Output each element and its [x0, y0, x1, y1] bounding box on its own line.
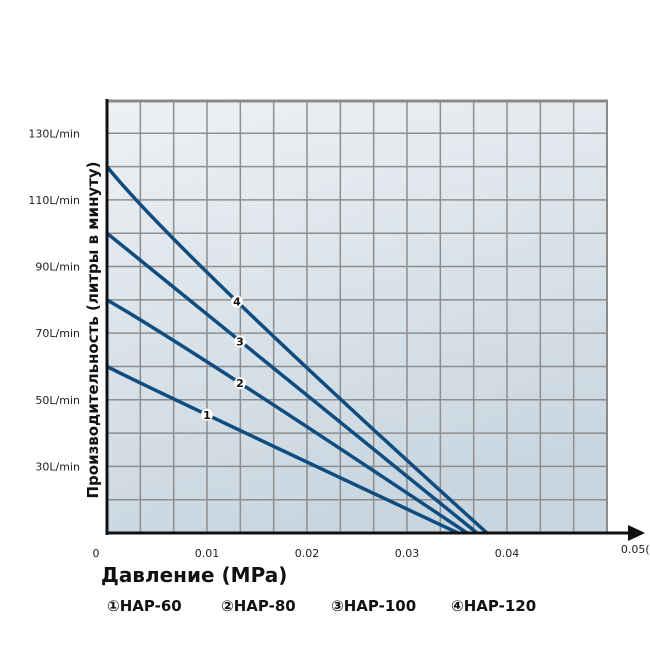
legend-item-hap-120: ④HAP-120	[451, 597, 537, 615]
y-tick-label: 90L/min	[35, 261, 80, 274]
legend-item-hap-100: ③HAP-100	[331, 597, 417, 615]
series-marker-badge	[234, 377, 246, 390]
x-tick-label: 0.03	[395, 547, 420, 560]
y-axis-title: Производительность (литры в минуту)	[84, 161, 102, 498]
x-tick-label: 0	[93, 547, 100, 560]
series-marker-label: 3	[236, 335, 244, 348]
y-tick-label: 110L/min	[28, 194, 80, 207]
x-axis-title: Давление (MPa)	[101, 563, 288, 587]
legend: ①HAP-60 ②HAP-80 ③HAP-100 ④HAP-120	[0, 597, 650, 619]
series-marker-badge	[231, 295, 243, 308]
y-tick-label: 130L/min	[28, 127, 80, 140]
x-tick-label: 0.05(Map)	[621, 543, 650, 556]
x-axis-arrow	[628, 525, 645, 541]
x-tick-label: 0.01	[195, 547, 220, 560]
y-tick-label: 50L/min	[35, 394, 80, 407]
x-tick-label: 0.02	[295, 547, 320, 560]
series-marker-badge	[234, 335, 246, 348]
series-marker-label: 4	[233, 296, 241, 309]
x-tick-label: 0.04	[495, 547, 520, 560]
y-tick-label: 30L/min	[35, 460, 80, 473]
plot-area	[107, 100, 607, 533]
legend-item-hap-60: ①HAP-60	[107, 597, 182, 615]
y-tick-label: 70L/min	[35, 327, 80, 340]
series-marker-label: 2	[236, 377, 244, 390]
series-marker-badge	[201, 408, 213, 421]
series-marker-label: 1	[203, 409, 211, 422]
legend-item-hap-80: ②HAP-80	[221, 597, 296, 615]
grid	[107, 100, 607, 533]
